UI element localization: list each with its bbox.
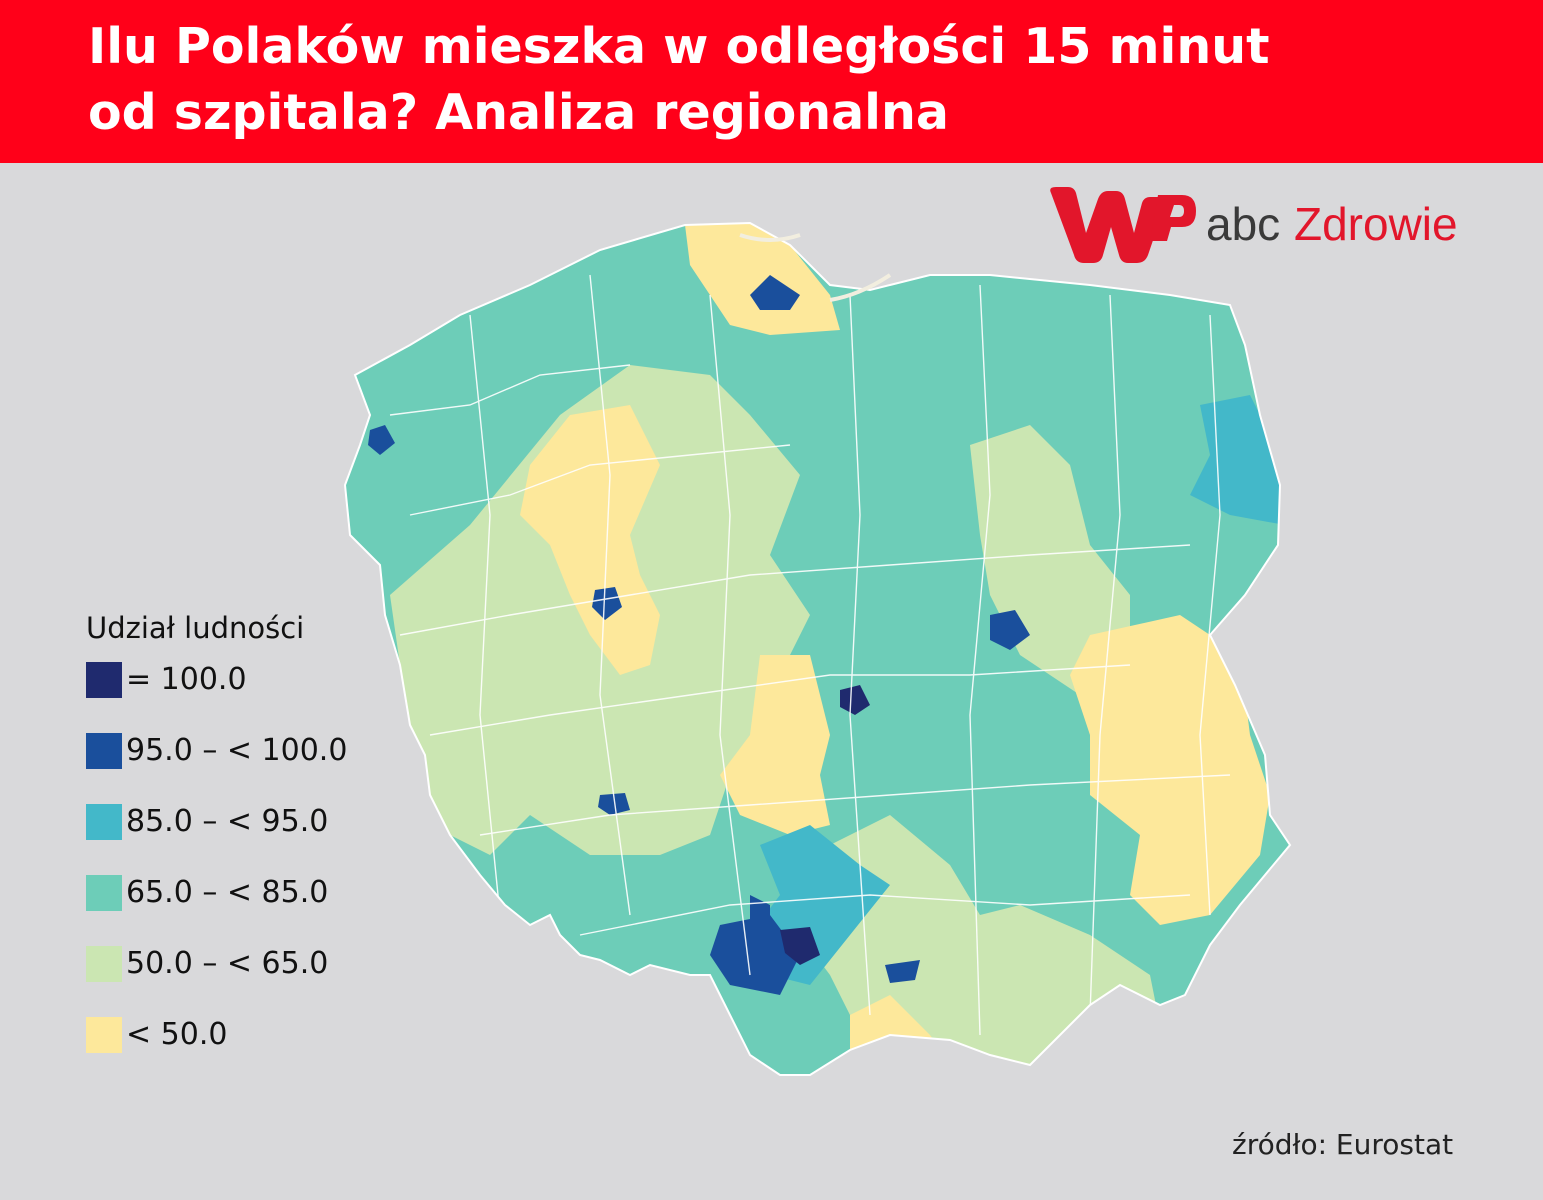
legend-item: 50.0 – < 65.0 — [86, 946, 386, 1017]
logo-text-abc: abc — [1206, 198, 1280, 250]
region-borders — [389, 274, 1231, 1036]
legend-swatch — [86, 1017, 122, 1053]
map-regions — [345, 223, 1290, 1075]
abczdrowie-logo: abc Zdrowie — [1050, 187, 1458, 263]
vistula-spit — [829, 273, 892, 302]
title-line-2: od szpitala? Analiza regionalna — [88, 84, 949, 141]
legend-title: Udział ludności — [86, 611, 305, 645]
map-legend: Udział ludności = 100.0 95.0 – < 100.0 8… — [86, 610, 386, 1088]
hel-peninsula — [739, 233, 801, 242]
legend-item: = 100.0 — [86, 662, 386, 733]
legend-swatch — [86, 875, 122, 911]
title-banner: Ilu Polaków mieszka w odległości 15 minu… — [0, 0, 1543, 163]
legend-label: = 100.0 — [126, 662, 247, 697]
region-south-west — [420, 735, 530, 855]
poland-outline — [343, 221, 1292, 1076]
legend-item: 95.0 – < 100.0 — [86, 733, 386, 804]
wp-logo-icon — [1050, 187, 1196, 263]
region-gdansk — [750, 275, 800, 310]
legend-swatch — [86, 662, 122, 698]
region-west-yellow — [520, 405, 660, 675]
region-lodz — [840, 685, 870, 715]
region-north-yellow — [685, 223, 840, 335]
legend-swatch — [86, 804, 122, 840]
legend-label: 95.0 – < 100.0 — [126, 733, 348, 768]
legend-items: = 100.0 95.0 – < 100.0 85.0 – < 95.0 65.… — [86, 662, 386, 1088]
legend-label: 50.0 – < 65.0 — [126, 946, 329, 981]
logo-text-zdrowie: Zdrowie — [1294, 198, 1458, 250]
legend-item: 65.0 – < 85.0 — [86, 875, 386, 946]
region-silesia-north — [750, 895, 770, 935]
legend-swatch — [86, 946, 122, 982]
region-szczecin — [368, 425, 395, 455]
region-wroclaw — [598, 793, 630, 815]
region-upper-silesia — [710, 915, 800, 995]
region-katowice — [780, 927, 820, 965]
region-warsaw — [990, 610, 1030, 650]
region-central-yellow — [720, 655, 830, 835]
legend-label: 65.0 – < 85.0 — [126, 875, 329, 910]
region-poznan — [592, 587, 622, 620]
legend-label: < 50.0 — [126, 1017, 228, 1052]
source-note: źródło: Eurostat — [1232, 1128, 1454, 1161]
title-line-1: Ilu Polaków mieszka w odległości 15 minu… — [88, 18, 1270, 75]
region-east-yellow — [1070, 615, 1270, 925]
legend-item: < 50.0 — [86, 1017, 386, 1088]
legend-swatch — [86, 733, 122, 769]
region-krakow — [885, 960, 920, 983]
legend-label: 85.0 – < 95.0 — [126, 804, 329, 839]
page-title: Ilu Polaków mieszka w odległości 15 minu… — [88, 14, 1388, 146]
poland-choropleth-map — [343, 221, 1292, 1076]
region-east-cyan — [1190, 395, 1285, 525]
legend-item: 85.0 – < 95.0 — [86, 804, 386, 875]
